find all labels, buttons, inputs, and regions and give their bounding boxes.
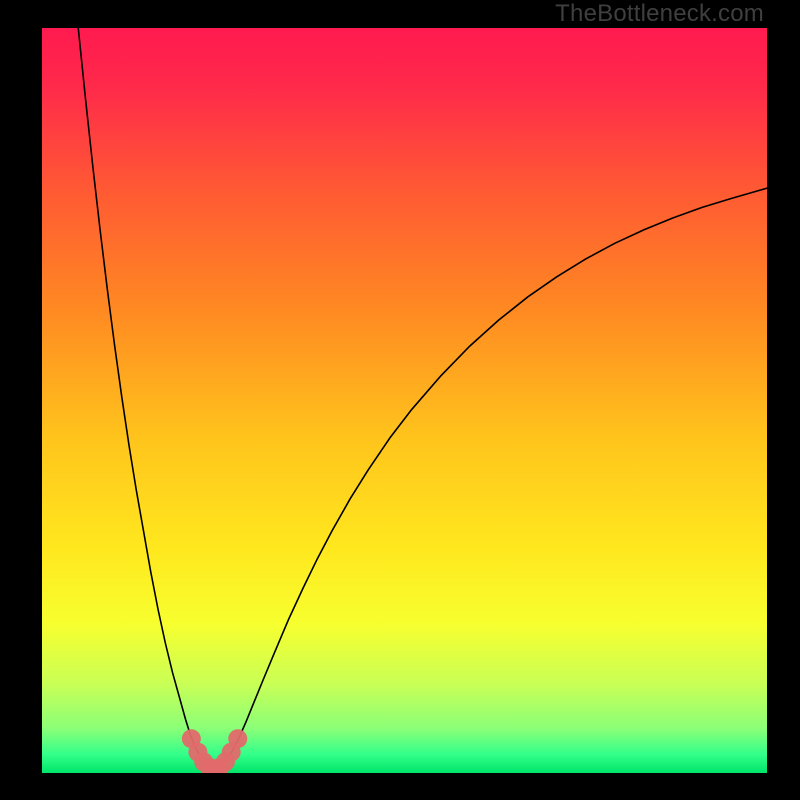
bottleneck-curve-right — [215, 188, 767, 770]
chart-frame: TheBottleneck.com — [0, 0, 800, 800]
watermark-text: TheBottleneck.com — [555, 0, 764, 28]
curve-layer — [42, 28, 767, 773]
optimal-range-markers — [182, 729, 247, 773]
optimal-marker — [228, 729, 247, 748]
bottleneck-curve-left — [78, 28, 214, 770]
plot-area — [42, 28, 767, 773]
